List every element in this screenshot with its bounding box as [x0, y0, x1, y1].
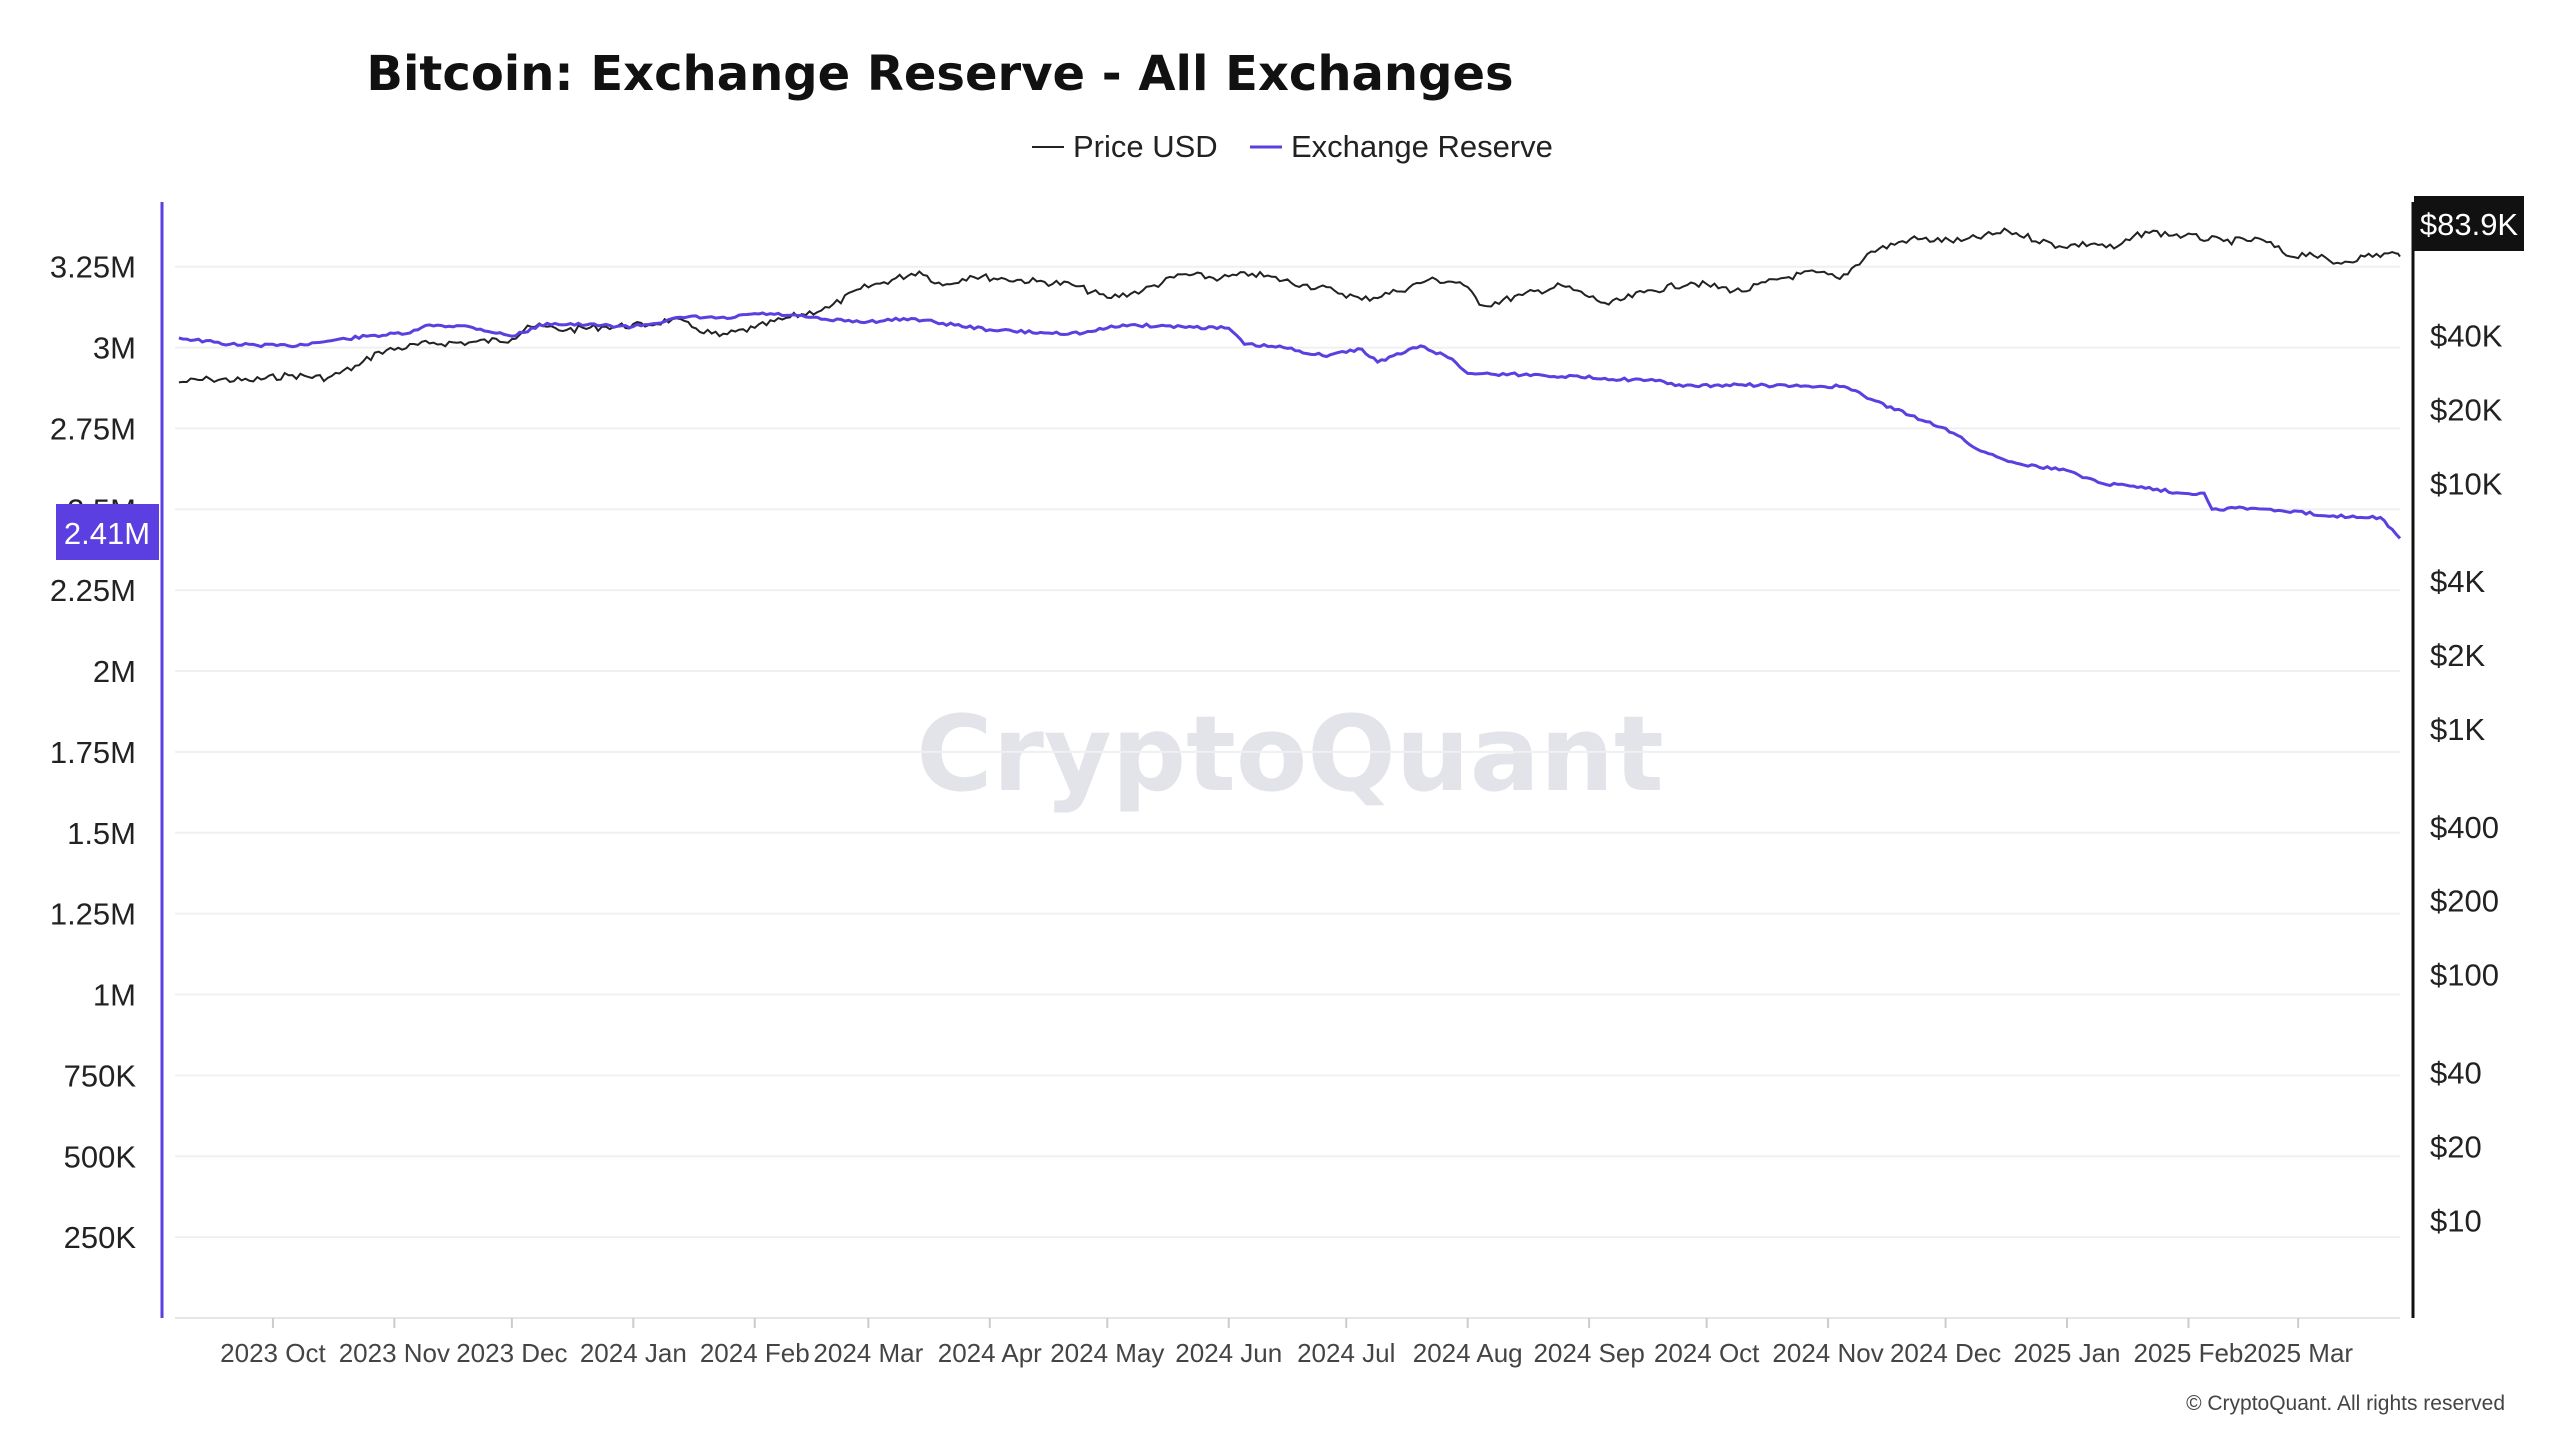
x-axis-tick-label: 2024 Apr: [938, 1338, 1042, 1368]
left-axis-tick-label: 2M: [93, 654, 136, 689]
right-axis-tick-label: $1K: [2430, 712, 2485, 747]
right-badge-bg: [2414, 196, 2524, 251]
right-axis-tick-label: $200: [2430, 884, 2499, 919]
left-axis-tick-label: 1.5M: [67, 816, 136, 851]
left-axis-tick-label: 750K: [64, 1058, 137, 1093]
left-badge-bg: [56, 504, 159, 560]
left-axis-tick-label: 2.25M: [50, 573, 136, 608]
x-axis-tick-label: 2024 Oct: [1654, 1338, 1760, 1368]
left-axis-ticks: 250K500K750K1M1.25M1.5M1.75M2M2.25M2.5M2…: [50, 250, 136, 1255]
right-axis-tick-label: $20: [2430, 1129, 2482, 1164]
x-axis-tick-label: 2024 Dec: [1890, 1338, 2001, 1368]
legend: Price USD Exchange Reserve: [1032, 129, 1553, 164]
chart-title: Bitcoin: Exchange Reserve - All Exchange…: [366, 46, 1513, 102]
x-axis-tick-label: 2025 Mar: [2243, 1338, 2353, 1368]
x-axis-tick-label: 2024 Aug: [1413, 1338, 1523, 1368]
x-axis-tick-label: 2024 Nov: [1772, 1338, 1883, 1368]
right-axis-tick-label: $2K: [2430, 638, 2485, 673]
right-axis-tick-label: $400: [2430, 810, 2499, 845]
right-axis-tick-label: $10K: [2430, 466, 2503, 501]
right-last-value-badge: $83.9K: [2414, 196, 2524, 251]
x-axis-tick-label: 2024 Feb: [700, 1338, 810, 1368]
left-axis-tick-label: 500K: [64, 1139, 137, 1174]
right-axis-tick-label: $40K: [2430, 319, 2503, 354]
right-axis-tick-label: $20K: [2430, 393, 2503, 428]
x-axis-tick-label: 2024 Jun: [1175, 1338, 1282, 1368]
x-axis-tick-label: 2025 Feb: [2134, 1338, 2244, 1368]
right-axis-tick-label: $100: [2430, 958, 2499, 993]
right-axis-tick-label: $4K: [2430, 564, 2485, 599]
left-last-value-badge: 2.41M: [56, 504, 159, 560]
x-axis-ticks: 2023 Oct 2023 Nov 2023 Dec 2024 Jan 2024 Feb…: [220, 1318, 2353, 1368]
right-axis-ticks: $10 $20 $40 $100 $200 $400 $1K $2K $4K $10K $20K $4…: [2430, 319, 2503, 1239]
x-axis-tick-label: 2023 Dec: [456, 1338, 567, 1368]
left-axis-tick-label: 3.25M: [50, 250, 136, 285]
left-axis-tick-label: 1.25M: [50, 897, 136, 932]
right-axis-tick-label: $10: [2430, 1203, 2482, 1238]
x-axis-tick-label: 2024 Jan: [580, 1338, 687, 1368]
series-price-usd-line: [178, 227, 2401, 384]
x-axis-tick-label: 2023 Oct: [220, 1338, 326, 1368]
left-axis-tick-label: 1M: [93, 978, 136, 1013]
watermark: CryptoQuant: [916, 693, 1663, 815]
right-axis-tick-label: $40: [2430, 1055, 2482, 1090]
x-axis-tick-label: 2024 Sep: [1533, 1338, 1644, 1368]
legend-label-reserve[interactable]: Exchange Reserve: [1291, 129, 1553, 164]
left-axis-tick-label: 250K: [64, 1220, 137, 1255]
left-axis-tick-label: 1.75M: [50, 735, 136, 770]
gridlines: [175, 265, 2400, 1239]
x-axis-tick-label: 2023 Nov: [339, 1338, 450, 1368]
series-exchange-reserve-line: [178, 311, 2402, 540]
x-axis-tick-label: 2025 Jan: [2014, 1338, 2121, 1368]
x-axis-tick-label: 2024 May: [1050, 1338, 1164, 1368]
copyright-text: © CryptoQuant. All rights reserved: [2186, 1392, 2505, 1415]
left-axis-tick-label: 3M: [93, 331, 136, 366]
left-axis-tick-label: 2.75M: [50, 411, 136, 446]
legend-label-price[interactable]: Price USD: [1073, 129, 1218, 164]
x-axis-tick-label: 2024 Mar: [813, 1338, 923, 1368]
right-badge-text: $83.9K: [2420, 207, 2519, 242]
left-badge-text: 2.41M: [64, 516, 150, 551]
x-axis-tick-label: 2024 Jul: [1297, 1338, 1395, 1368]
